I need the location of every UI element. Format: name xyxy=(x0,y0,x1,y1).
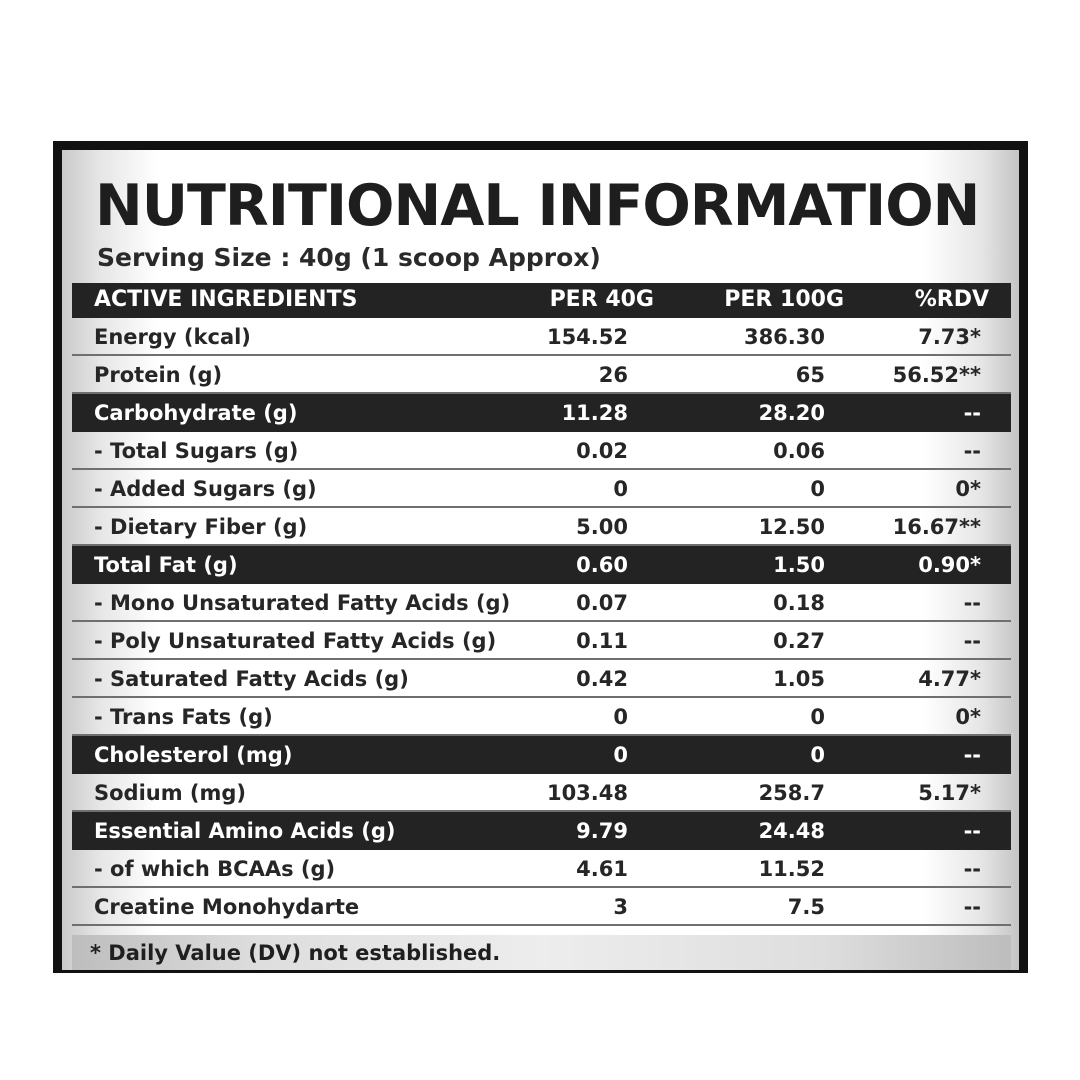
value-per-100g: 386.30 xyxy=(743,325,825,349)
value-per-100g: 258.7 xyxy=(758,781,825,805)
value-per-40g: 3 xyxy=(613,895,628,919)
value-per-40g: 26 xyxy=(598,363,628,387)
header-ingredient: ACTIVE INGREDIENTS xyxy=(94,287,358,312)
value-rdv: 16.67** xyxy=(892,515,981,539)
value-rdv: -- xyxy=(963,895,981,919)
value-rdv: -- xyxy=(963,857,981,881)
value-per-100g: 0.27 xyxy=(773,629,825,653)
ingredient-name: - Trans Fats (g) xyxy=(94,705,273,729)
table-row: Essential Amino Acids (g) 9.79 24.48 -- xyxy=(72,812,1011,850)
table-row: - Poly Unsaturated Fatty Acids (g) 0.11 0.… xyxy=(72,622,1011,660)
ingredient-name: Total Fat (g) xyxy=(94,553,238,577)
ingredient-name: - Saturated Fatty Acids (g) xyxy=(94,667,409,691)
ingredient-name: Carbohydrate (g) xyxy=(94,401,298,425)
nutrition-table: ACTIVE INGREDIENTS PER 40G PER 100G %RDV… xyxy=(72,283,1011,926)
footnote-band xyxy=(72,935,1011,970)
ingredient-name: - Poly Unsaturated Fatty Acids (g) xyxy=(94,629,497,653)
value-per-100g: 28.20 xyxy=(758,401,825,425)
value-per-40g: 0.07 xyxy=(576,591,628,615)
serving-size: Serving Size : 40g (1 scoop Approx) xyxy=(97,243,601,272)
table-row: Total Fat (g) 0.60 1.50 0.90* xyxy=(72,546,1011,584)
table-row: Creatine Monohydarte 3 7.5 -- xyxy=(72,888,1011,926)
value-per-40g: 11.28 xyxy=(561,401,628,425)
value-rdv: -- xyxy=(963,439,981,463)
value-rdv: -- xyxy=(963,743,981,767)
ingredient-name: Protein (g) xyxy=(94,363,223,387)
value-per-100g: 0 xyxy=(810,743,825,767)
table-row: - Mono Unsaturated Fatty Acids (g) 0.07 0.… xyxy=(72,584,1011,622)
table-row: - Total Sugars (g) 0.02 0.06 -- xyxy=(72,432,1011,470)
ingredient-name: Essential Amino Acids (g) xyxy=(94,819,396,843)
value-per-40g: 103.48 xyxy=(546,781,628,805)
value-per-100g: 24.48 xyxy=(758,819,825,843)
value-per-40g: 0 xyxy=(613,743,628,767)
value-per-40g: 0 xyxy=(613,477,628,501)
header-per-100g: PER 100G xyxy=(724,287,844,312)
ingredient-name: Sodium (mg) xyxy=(94,781,247,805)
value-per-100g: 12.50 xyxy=(758,515,825,539)
value-per-100g: 11.52 xyxy=(758,857,825,881)
value-rdv: 56.52** xyxy=(892,363,981,387)
value-rdv: 0* xyxy=(955,477,981,501)
table-header: ACTIVE INGREDIENTS PER 40G PER 100G %RDV xyxy=(72,283,1011,318)
value-per-40g: 5.00 xyxy=(576,515,628,539)
ingredient-name: - Total Sugars (g) xyxy=(94,439,299,463)
ingredient-name: - Added Sugars (g) xyxy=(94,477,317,501)
ingredient-name: Creatine Monohydarte xyxy=(94,895,360,919)
table-row: Energy (kcal) 154.52 386.30 7.73* xyxy=(72,318,1011,356)
ingredient-name: - Mono Unsaturated Fatty Acids (g) xyxy=(94,591,511,615)
footnote: * Daily Value (DV) not established. xyxy=(90,941,501,965)
table-row: - Saturated Fatty Acids (g) 0.42 1.05 4.77* xyxy=(72,660,1011,698)
value-per-40g: 0.02 xyxy=(576,439,628,463)
table-row: Sodium (mg) 103.48 258.7 5.17* xyxy=(72,774,1011,812)
value-per-100g: 1.05 xyxy=(773,667,825,691)
value-rdv: 0* xyxy=(955,705,981,729)
ingredient-name: - Dietary Fiber (g) xyxy=(94,515,308,539)
header-rdv: %RDV xyxy=(914,287,989,312)
ingredient-name: Energy (kcal) xyxy=(94,325,251,349)
table-row: Cholesterol (mg) 0 0 -- xyxy=(72,736,1011,774)
value-rdv: -- xyxy=(963,401,981,425)
value-rdv: 5.17* xyxy=(918,781,981,805)
value-rdv: -- xyxy=(963,629,981,653)
value-per-40g: 9.79 xyxy=(576,819,628,843)
table-row: Carbohydrate (g) 11.28 28.20 -- xyxy=(72,394,1011,432)
value-per-40g: 0.11 xyxy=(576,629,628,653)
value-per-100g: 0 xyxy=(810,705,825,729)
table-row: - Added Sugars (g) 0 0 0* xyxy=(72,470,1011,508)
value-rdv: 0.90* xyxy=(918,553,981,577)
table-row: - Trans Fats (g) 0 0 0* xyxy=(72,698,1011,736)
page-title: NUTRITIONAL INFORMATION xyxy=(95,173,980,239)
value-rdv: -- xyxy=(963,819,981,843)
value-per-100g: 7.5 xyxy=(787,895,825,919)
value-per-40g: 0.60 xyxy=(576,553,628,577)
value-per-100g: 0.18 xyxy=(773,591,825,615)
value-per-40g: 4.61 xyxy=(576,857,628,881)
value-per-100g: 0 xyxy=(810,477,825,501)
value-per-40g: 0 xyxy=(613,705,628,729)
value-per-40g: 0.42 xyxy=(576,667,628,691)
value-per-100g: 1.50 xyxy=(773,553,825,577)
table-body: Energy (kcal) 154.52 386.30 7.73* Protein (g… xyxy=(72,318,1011,926)
ingredient-name: Cholesterol (mg) xyxy=(94,743,293,767)
value-rdv: -- xyxy=(963,591,981,615)
value-per-100g: 0.06 xyxy=(773,439,825,463)
value-per-40g: 154.52 xyxy=(546,325,628,349)
value-rdv: 7.73* xyxy=(918,325,981,349)
ingredient-name: - of which BCAAs (g) xyxy=(94,857,336,881)
table-row: Protein (g) 26 65 56.52** xyxy=(72,356,1011,394)
value-per-100g: 65 xyxy=(795,363,825,387)
header-per-40g: PER 40G xyxy=(549,287,654,312)
table-row: - of which BCAAs (g) 4.61 11.52 -- xyxy=(72,850,1011,888)
table-row: - Dietary Fiber (g) 5.00 12.50 16.67** xyxy=(72,508,1011,546)
value-rdv: 4.77* xyxy=(918,667,981,691)
